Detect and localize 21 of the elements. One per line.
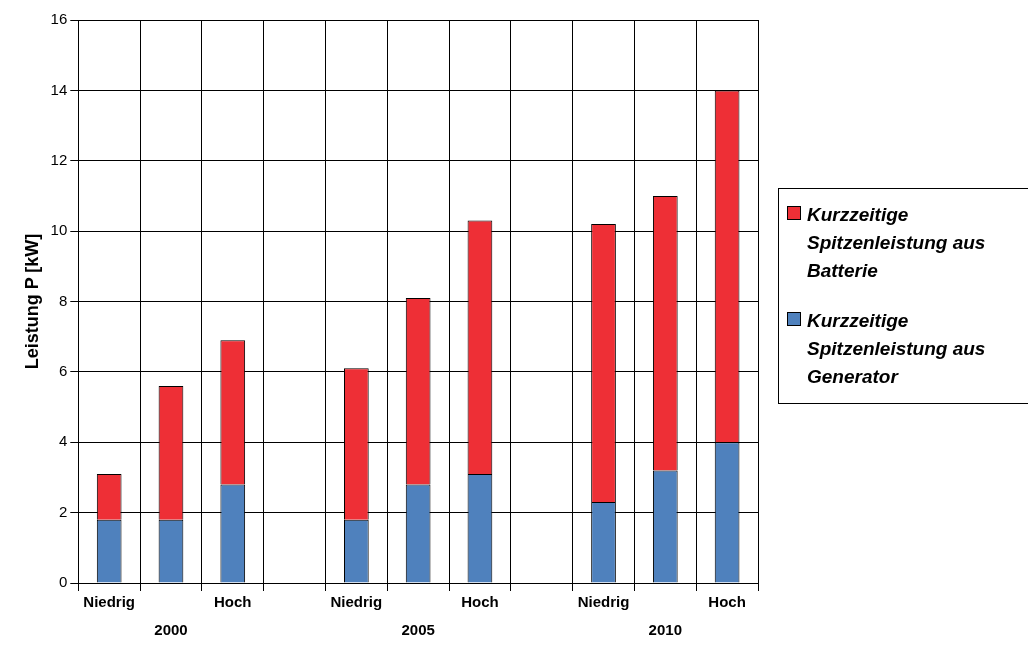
y-tick-label: 2 xyxy=(58,502,68,520)
y-tick-label: 8 xyxy=(58,291,68,309)
legend-label: Kurzzeitige Spitzenleistung aus Batterie xyxy=(807,203,987,283)
x-tick-label: Niedrig xyxy=(577,593,630,611)
y-tick-label: 0 xyxy=(58,573,68,591)
y-tick-label: 16 xyxy=(50,10,68,28)
x-tick-label: Niedrig xyxy=(83,593,136,611)
y-tick-label: 10 xyxy=(50,221,68,239)
text: 2000 xyxy=(154,621,188,638)
x-tick-label: Hoch xyxy=(461,593,499,611)
legend-label: Kurzzeitige Spitzenleistung aus Generator xyxy=(807,309,987,389)
text: 2010 xyxy=(648,621,682,638)
x-tick-label: Niedrig xyxy=(330,593,383,611)
x-tick-label: Hoch xyxy=(708,593,746,611)
text: 2005 xyxy=(401,621,435,638)
y-tick-label: 14 xyxy=(50,80,68,98)
x-tick-label: Hoch xyxy=(214,593,252,611)
y-tick-label: 12 xyxy=(50,150,68,168)
y-tick-label: 6 xyxy=(58,362,68,380)
y-tick-label: 4 xyxy=(58,432,68,450)
y-axis-title: Leistung P [kW] xyxy=(21,233,42,370)
